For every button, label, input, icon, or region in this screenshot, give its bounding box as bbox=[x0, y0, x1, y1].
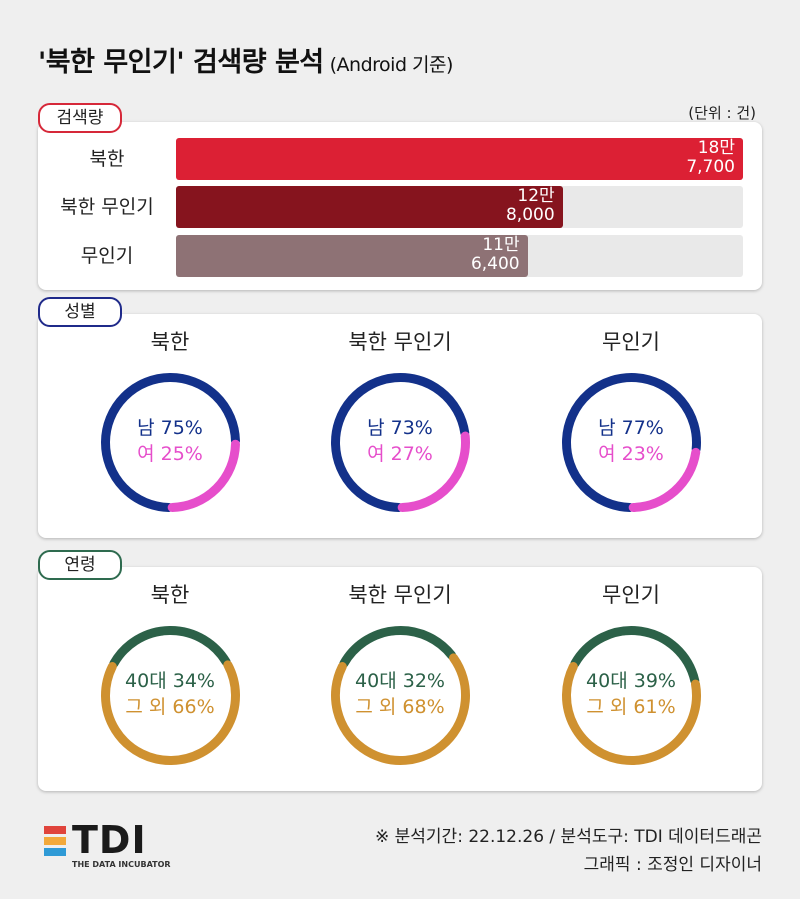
logo-text: TDI bbox=[72, 818, 147, 862]
donut-labels: 남 73% 여 27% bbox=[285, 415, 515, 467]
donut-title: 북한 bbox=[150, 583, 190, 607]
bar-value-label: 18만 7,700 bbox=[686, 138, 735, 177]
bar-category-label: 북한 무인기 bbox=[60, 196, 154, 218]
donut-chart bbox=[561, 625, 701, 765]
age-panel: 북한 40대 34% 그 외 66% 북한 무인기 40대 32% 그 외 68% 무인기 4… bbox=[38, 567, 762, 791]
donut-label: 여 23% bbox=[598, 443, 664, 465]
bar-track: 11만 6,400 bbox=[176, 235, 743, 277]
donut-segment bbox=[100, 659, 240, 765]
donut-label: 40대 34% bbox=[125, 670, 215, 692]
logo-subtitle: THE DATA INCUBATOR bbox=[72, 860, 171, 869]
bar-track: 18만 7,700 bbox=[176, 138, 743, 180]
donut-label: 남 77% bbox=[598, 417, 664, 439]
donut-labels: 40대 32% 그 외 68% bbox=[285, 668, 515, 720]
donut-label: 남 73% bbox=[367, 417, 433, 439]
donut-title: 북한 bbox=[150, 330, 190, 354]
donut-labels: 40대 34% 그 외 66% bbox=[55, 668, 285, 720]
donut-labels: 남 77% 여 23% bbox=[516, 415, 746, 467]
donut-chart bbox=[100, 372, 240, 512]
donut-segment bbox=[330, 372, 469, 512]
title-sub: (Android 기준) bbox=[329, 54, 454, 76]
bar-value-label: 12만 8,000 bbox=[505, 186, 555, 225]
donut-segment bbox=[561, 372, 701, 512]
donut-title: 북한 무인기 bbox=[348, 583, 452, 607]
bar: 18만 7,700 bbox=[176, 138, 743, 180]
donut-segment bbox=[561, 661, 701, 765]
bar-value-label: 11만 6,400 bbox=[470, 235, 520, 274]
donut-chart bbox=[330, 372, 470, 512]
donut-label: 40대 39% bbox=[586, 670, 676, 692]
donut-label: 남 75% bbox=[137, 417, 203, 439]
donut-label: 그 외 68% bbox=[355, 696, 445, 718]
donut-label: 그 외 66% bbox=[125, 696, 215, 718]
donut-title: 무인기 bbox=[602, 583, 660, 607]
volume-panel: 북한 18만 7,700 북한 무인기 12만 8,000 무인기 11만 6,400 bbox=[38, 122, 762, 290]
title-main: '북한 무인기' 검색량 분석 bbox=[38, 47, 324, 78]
donut-label: 여 27% bbox=[367, 443, 433, 465]
bar-row: 북한 무인기 12만 8,000 bbox=[38, 186, 762, 228]
donut-chart bbox=[561, 372, 701, 512]
donut-labels: 40대 39% 그 외 61% bbox=[516, 668, 746, 720]
tdi-logo-icon bbox=[44, 826, 66, 856]
bar-track: 12만 8,000 bbox=[176, 186, 743, 228]
donut-segment bbox=[569, 625, 699, 685]
section-tag-gender: 성별 bbox=[38, 297, 122, 327]
bar-category-label: 무인기 bbox=[80, 245, 134, 267]
donut-title: 북한 무인기 bbox=[348, 330, 452, 354]
donut-chart bbox=[330, 625, 470, 765]
bar-category-label: 북한 bbox=[89, 148, 125, 170]
section-tag-volume: 검색량 bbox=[38, 103, 122, 133]
donut-segment bbox=[628, 447, 700, 512]
page-title: '북한 무인기' 검색량 분석 (Android 기준) bbox=[38, 40, 453, 79]
bar-row: 무인기 11만 6,400 bbox=[38, 235, 762, 277]
donut-label: 여 25% bbox=[137, 443, 203, 465]
bar-row: 북한 18만 7,700 bbox=[38, 138, 762, 180]
unit-label: (단위 : 건) bbox=[688, 104, 756, 122]
donut-segment bbox=[100, 372, 240, 512]
donut-segment bbox=[338, 625, 456, 668]
donut-segment bbox=[108, 625, 231, 668]
donut-labels: 남 75% 여 25% bbox=[55, 415, 285, 467]
donut-title: 무인기 bbox=[602, 330, 660, 354]
donut-segment bbox=[330, 652, 470, 765]
analysis-info: ※ 분석기간: 22.12.26 / 분석도구: TDI 데이터드래곤 bbox=[374, 827, 762, 847]
bar: 11만 6,400 bbox=[176, 235, 528, 277]
donut-label: 그 외 61% bbox=[586, 696, 676, 718]
bar: 12만 8,000 bbox=[176, 186, 563, 228]
donut-segment bbox=[397, 431, 470, 512]
donut-label: 40대 32% bbox=[355, 670, 445, 692]
donut-chart bbox=[100, 625, 240, 765]
graphic-credit: 그래픽 : 조정인 디자이너 bbox=[583, 855, 762, 875]
section-tag-age: 연령 bbox=[38, 550, 122, 580]
donut-segment bbox=[167, 439, 240, 512]
